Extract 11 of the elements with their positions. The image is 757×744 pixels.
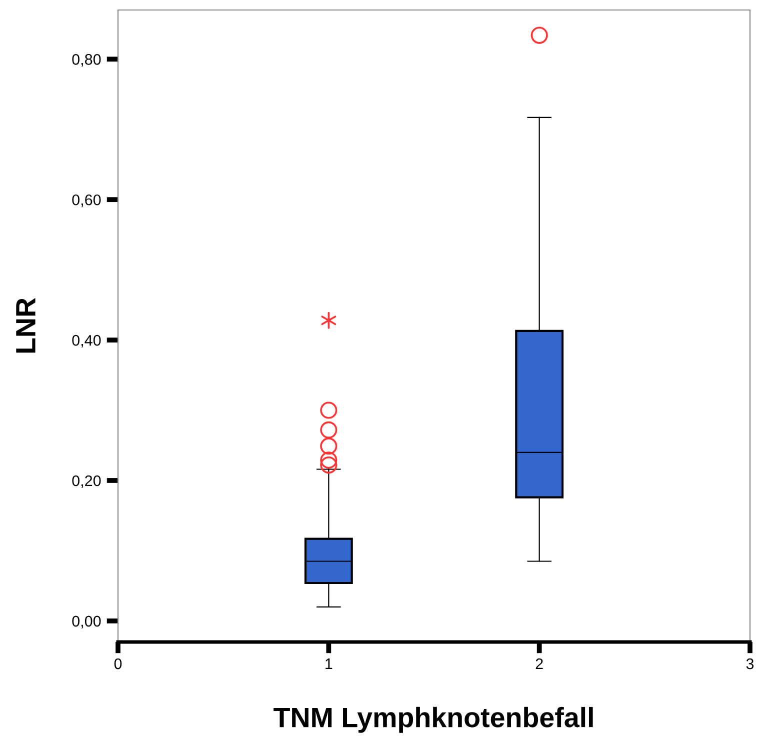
y-tick-label: 0,60	[72, 194, 101, 208]
y-axis-title: LNR	[16, 298, 36, 353]
y-tick-label: 0,40	[72, 334, 101, 348]
x-tick-label: 3	[746, 658, 754, 670]
x-tick-label: 2	[536, 658, 543, 670]
x-axis-title: TNM Lymphknotenbefall	[274, 706, 593, 733]
y-tick-label: 0,00	[72, 616, 101, 628]
y-tick-label: 0,80	[72, 54, 101, 67]
x-tick-label: 0	[114, 658, 122, 670]
x-tick-label: 1	[326, 658, 332, 670]
y-tick-label: 0,20	[72, 475, 101, 488]
